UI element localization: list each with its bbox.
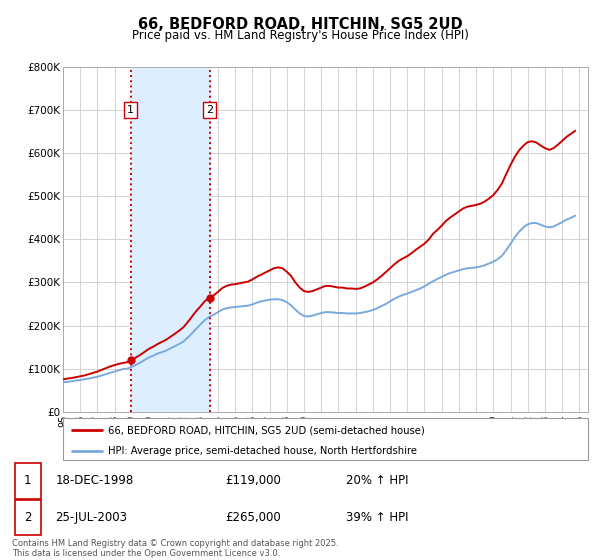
Text: 66, BEDFORD ROAD, HITCHIN, SG5 2UD: 66, BEDFORD ROAD, HITCHIN, SG5 2UD bbox=[137, 17, 463, 32]
Text: 2: 2 bbox=[24, 511, 32, 524]
Bar bbox=[131, 67, 211, 412]
Text: £119,000: £119,000 bbox=[225, 474, 281, 487]
Text: £265,000: £265,000 bbox=[225, 511, 281, 524]
Text: 39% ↑ HPI: 39% ↑ HPI bbox=[346, 511, 409, 524]
Text: HPI: Average price, semi-detached house, North Hertfordshire: HPI: Average price, semi-detached house,… bbox=[107, 446, 416, 456]
Text: 1: 1 bbox=[24, 474, 32, 487]
Text: Contains HM Land Registry data © Crown copyright and database right 2025.
This d: Contains HM Land Registry data © Crown c… bbox=[12, 539, 338, 558]
Text: 25-JUL-2003: 25-JUL-2003 bbox=[55, 511, 127, 524]
Text: 18-DEC-1998: 18-DEC-1998 bbox=[55, 474, 133, 487]
Text: 66, BEDFORD ROAD, HITCHIN, SG5 2UD (semi-detached house): 66, BEDFORD ROAD, HITCHIN, SG5 2UD (semi… bbox=[107, 425, 424, 435]
Text: 1: 1 bbox=[127, 105, 134, 115]
FancyBboxPatch shape bbox=[15, 463, 41, 498]
Text: Price paid vs. HM Land Registry's House Price Index (HPI): Price paid vs. HM Land Registry's House … bbox=[131, 29, 469, 42]
Text: 20% ↑ HPI: 20% ↑ HPI bbox=[346, 474, 409, 487]
Text: 2: 2 bbox=[206, 105, 213, 115]
FancyBboxPatch shape bbox=[63, 418, 588, 460]
FancyBboxPatch shape bbox=[15, 500, 41, 535]
